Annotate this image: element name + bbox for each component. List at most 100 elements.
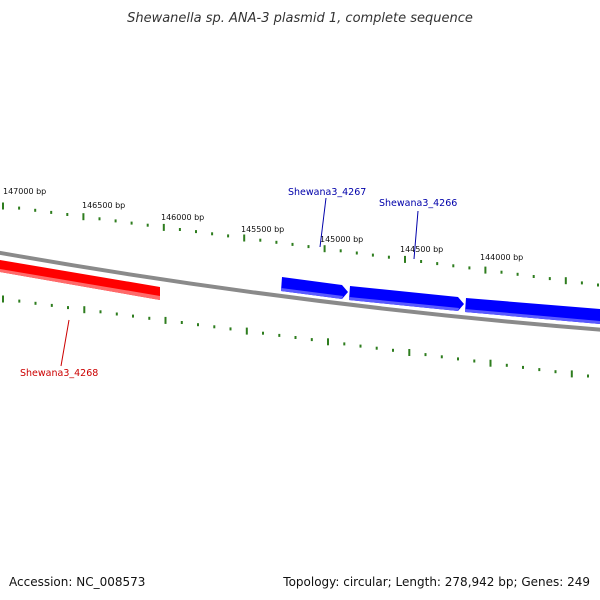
major-tick bbox=[408, 349, 411, 356]
minor-tick bbox=[115, 312, 118, 316]
plasmid-backbone bbox=[0, 250, 600, 332]
minor-tick bbox=[359, 344, 362, 348]
minor-tick bbox=[34, 301, 37, 305]
minor-tick bbox=[355, 251, 358, 255]
minor-tick bbox=[148, 316, 151, 320]
major-tick bbox=[570, 370, 573, 378]
minor-tick bbox=[371, 253, 374, 257]
minor-tick bbox=[436, 262, 439, 266]
gene-shewana3-4268[interactable] bbox=[0, 260, 160, 300]
major-tick bbox=[489, 359, 492, 367]
major-tick bbox=[484, 266, 487, 274]
minor-tick bbox=[178, 228, 181, 231]
major-tick bbox=[243, 234, 246, 242]
major-tick bbox=[323, 245, 326, 253]
minor-tick bbox=[66, 213, 69, 216]
gene-arrow-shade bbox=[349, 297, 459, 311]
minor-tick bbox=[98, 217, 101, 221]
minor-tick bbox=[99, 310, 102, 314]
major-tick bbox=[82, 213, 85, 221]
gene-arrow-shade bbox=[0, 269, 160, 300]
gene-shewana3-4265[interactable] bbox=[465, 298, 600, 324]
minor-tick bbox=[587, 374, 589, 378]
minor-tick bbox=[392, 348, 394, 352]
gene-shewana3-4267[interactable] bbox=[281, 277, 348, 299]
gene-label-shewana3-4267[interactable]: Shewana3_4267 bbox=[288, 187, 366, 198]
minor-tick bbox=[275, 240, 278, 244]
minor-tick bbox=[343, 342, 346, 346]
gene-arrow[interactable] bbox=[349, 286, 464, 311]
gene-arrow[interactable] bbox=[465, 298, 600, 324]
minor-tick bbox=[580, 281, 583, 285]
minor-tick bbox=[197, 323, 199, 327]
gene-label-leader bbox=[413, 210, 419, 260]
major-tick bbox=[564, 277, 567, 285]
scale-label: 144500 bp bbox=[400, 245, 443, 254]
minor-tick bbox=[387, 255, 390, 259]
minor-tick bbox=[278, 333, 281, 337]
gene-label-leader bbox=[60, 319, 70, 367]
minor-tick bbox=[195, 230, 197, 234]
minor-tick bbox=[375, 346, 378, 350]
gene-shewana3-4266[interactable] bbox=[349, 286, 464, 311]
minor-tick bbox=[291, 242, 294, 246]
sequence-summary: Topology: circular; Length: 278,942 bp; … bbox=[282, 575, 590, 589]
minor-tick bbox=[132, 314, 134, 318]
scale-label: 145500 bp bbox=[241, 225, 284, 234]
minor-tick bbox=[548, 277, 551, 281]
major-tick bbox=[162, 223, 165, 231]
major-tick bbox=[83, 306, 86, 314]
minor-tick bbox=[34, 208, 37, 212]
minor-tick bbox=[505, 363, 508, 367]
minor-tick bbox=[310, 338, 313, 342]
minor-tick bbox=[339, 249, 342, 253]
upper-tick-track bbox=[2, 202, 599, 287]
minor-tick bbox=[229, 327, 232, 331]
gene-arrow-shade bbox=[465, 309, 600, 324]
minor-tick bbox=[18, 299, 21, 303]
minor-tick bbox=[440, 355, 443, 359]
major-tick bbox=[164, 316, 167, 324]
scale-label: 147000 bp bbox=[3, 187, 46, 196]
minor-tick bbox=[211, 232, 214, 236]
minor-tick bbox=[18, 206, 21, 210]
minor-tick bbox=[597, 283, 599, 287]
minor-tick bbox=[424, 353, 427, 357]
gene-label-shewana3-4268[interactable]: Shewana3_4268 bbox=[20, 368, 98, 379]
minor-tick bbox=[457, 357, 459, 361]
minor-tick bbox=[532, 275, 535, 278]
scale-label: 146000 bp bbox=[161, 213, 204, 222]
minor-tick bbox=[180, 321, 183, 324]
map-title: Shewanella sp. ANA-3 plasmid 1, complete… bbox=[127, 11, 473, 26]
minor-tick bbox=[554, 370, 557, 374]
minor-tick bbox=[468, 266, 471, 270]
major-tick bbox=[327, 338, 329, 346]
minor-tick bbox=[262, 331, 264, 335]
minor-tick bbox=[500, 270, 503, 274]
major-tick bbox=[2, 295, 4, 303]
minor-tick bbox=[227, 234, 230, 238]
major-tick bbox=[245, 327, 248, 335]
scale-label: 144000 bp bbox=[480, 253, 523, 262]
minor-tick bbox=[452, 264, 455, 268]
gene-label-leader bbox=[319, 197, 327, 248]
lower-tick-track bbox=[2, 295, 589, 378]
gene-label-shewana3-4266[interactable]: Shewana3_4266 bbox=[379, 198, 457, 209]
accession-text: Accession: NC_008573 bbox=[9, 575, 145, 589]
minor-tick bbox=[50, 303, 53, 307]
minor-tick bbox=[130, 221, 133, 225]
scale-label: 146500 bp bbox=[82, 201, 125, 210]
major-tick bbox=[404, 255, 406, 263]
major-tick bbox=[2, 202, 4, 210]
gene-arrow-shade bbox=[281, 288, 343, 299]
minor-tick bbox=[146, 223, 149, 227]
minor-tick bbox=[67, 306, 69, 310]
gene-arrow[interactable] bbox=[281, 277, 348, 299]
minor-tick bbox=[213, 325, 216, 329]
minor-tick bbox=[307, 245, 310, 249]
minor-tick bbox=[259, 238, 262, 242]
scale-label: 145000 bp bbox=[320, 235, 363, 244]
minor-tick bbox=[538, 368, 541, 372]
minor-tick bbox=[294, 336, 297, 339]
